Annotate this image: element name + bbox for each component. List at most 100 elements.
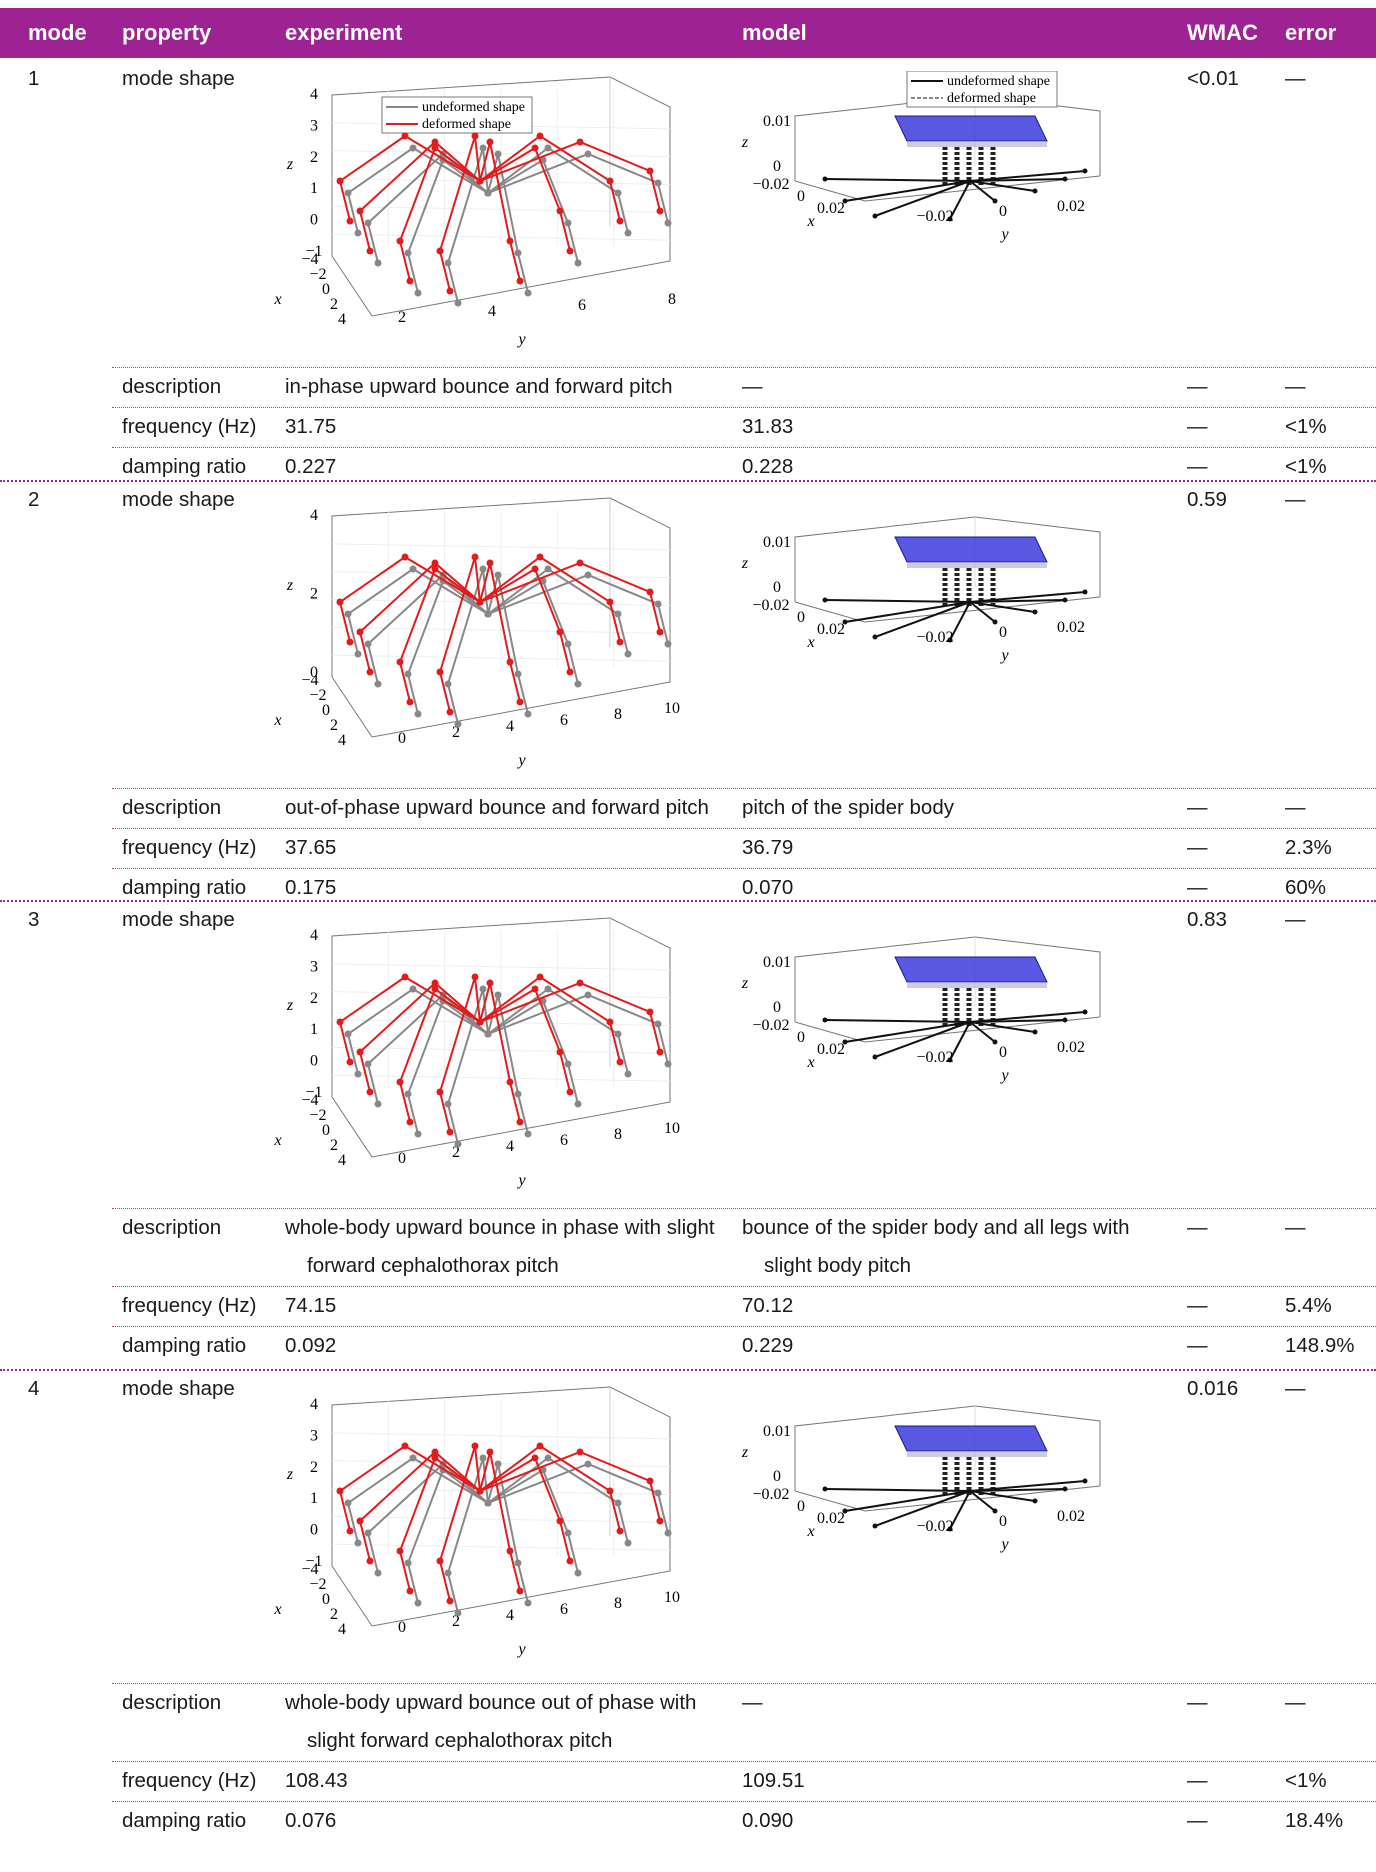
z-tick-label: −1 <box>305 1084 322 1101</box>
x-tick-label: 2 <box>330 717 338 734</box>
wmac-value: <0.01 <box>1187 67 1239 90</box>
wmac-value: — <box>1187 1334 1208 1357</box>
y-tick-label: −0.02 <box>916 1049 953 1066</box>
row-separator <box>112 788 1376 789</box>
header-error: error <box>1285 20 1337 45</box>
property-mode-shape: mode shape <box>122 908 235 931</box>
mode-number: 3 <box>28 908 40 931</box>
z-tick-label: 3 <box>310 1427 318 1444</box>
model-legs <box>822 168 1088 222</box>
plot-legend: undeformed shape deformed shape <box>381 96 533 134</box>
x-tick-label: 0.02 <box>817 200 845 217</box>
x-tick-label: 0.02 <box>817 621 845 638</box>
x-tick-label: −4 <box>301 1092 318 1109</box>
x-tick-label: −4 <box>301 672 318 689</box>
y-tick-label: 8 <box>614 1595 622 1612</box>
wmac-value: — <box>1187 1294 1208 1317</box>
y-tick-label: 8 <box>614 706 622 723</box>
wmac-value: — <box>1187 1769 1208 1792</box>
model-mode-shape-plot: undeformed shape deformed shape 0.01 0 z −0.0… <box>741 71 1101 243</box>
y-tick-label: 4 <box>488 303 496 320</box>
x-tick-label: 4 <box>338 1152 346 1169</box>
x-tick-label: −0.02 <box>752 1486 789 1503</box>
y-tick-label: 10 <box>664 700 680 717</box>
z-axis-label: z <box>741 975 749 992</box>
property-frequency: frequency (Hz) <box>122 836 257 859</box>
z-axis-label: z <box>741 134 749 151</box>
experiment-description: whole-body upward bounce out of phase wi… <box>285 1691 697 1714</box>
z-tick-label: 2 <box>310 1459 318 1476</box>
x-tick-label: 0 <box>322 1122 330 1139</box>
x-tick-label: 0 <box>797 1498 805 1515</box>
property-damping-ratio: damping ratio <box>122 876 247 899</box>
x-tick-label: −2 <box>309 266 326 283</box>
row-separator <box>112 868 1376 869</box>
body-plate <box>894 536 1048 563</box>
x-tick-label: 0 <box>322 1591 330 1608</box>
property-frequency: frequency (Hz) <box>122 1294 257 1317</box>
y-tick-label: 2 <box>398 309 406 326</box>
y-axis-label: y <box>999 1067 1009 1084</box>
mode-separator <box>0 900 1376 902</box>
model-frequency: 70.12 <box>742 1294 794 1317</box>
header-wmac: WMAC <box>1187 20 1258 45</box>
x-tick-label: 0 <box>322 702 330 719</box>
y-tick-label: 0 <box>398 1619 406 1636</box>
y-tick-label: 0.02 <box>1057 198 1085 215</box>
x-tick-label: −2 <box>309 1107 326 1124</box>
z-tick-label: 0 <box>773 158 781 175</box>
z-tick-label: 1 <box>310 1490 318 1507</box>
y-tick-label: 0 <box>999 1044 1007 1061</box>
model-description: — <box>742 375 763 398</box>
y-tick-label: 2 <box>452 724 460 741</box>
y-tick-label: −0.02 <box>916 629 953 646</box>
wmac-value: — <box>1187 876 1208 899</box>
legend-undeformed-label: undeformed shape <box>947 74 1050 89</box>
wmac-value: 0.59 <box>1187 488 1227 511</box>
x-tick-label: 2 <box>330 1606 338 1623</box>
model-legs <box>822 1478 1088 1532</box>
property-mode-shape: mode shape <box>122 67 235 90</box>
header-model: model <box>742 20 807 45</box>
z-tick-label: 4 <box>310 927 318 944</box>
x-axis-label: x <box>273 291 281 308</box>
y-tick-label: 0 <box>999 624 1007 641</box>
x-tick-label: −0.02 <box>752 597 789 614</box>
spider-legs <box>336 973 672 1148</box>
x-tick-label: −2 <box>309 1576 326 1593</box>
y-axis-label: y <box>999 1536 1009 1553</box>
model-legs <box>822 589 1088 643</box>
error-value: — <box>1285 375 1306 398</box>
y-tick-label: 4 <box>506 718 514 735</box>
legend-undeformed-label: undeformed shape <box>422 100 525 115</box>
mode-separator <box>0 480 1376 482</box>
x-axis-label: x <box>806 634 814 651</box>
y-tick-label: 0.02 <box>1057 1039 1085 1056</box>
spider-legs <box>336 1442 672 1617</box>
z-tick-label: 0 <box>773 999 781 1016</box>
z-axis-label: z <box>286 1466 294 1483</box>
x-tick-label: −2 <box>309 687 326 704</box>
z-axis-label: z <box>741 1444 749 1461</box>
y-tick-label: 6 <box>560 712 568 729</box>
experiment-description: in-phase upward bounce and forward pitch <box>285 375 673 398</box>
experiment-damping-ratio: 0.092 <box>285 1334 337 1357</box>
row-separator <box>112 367 1376 368</box>
experiment-frequency: 31.75 <box>285 415 337 438</box>
plot-box <box>331 497 671 738</box>
z-axis-label: z <box>286 577 294 594</box>
x-axis-label: x <box>806 213 814 230</box>
z-tick-label: 0.01 <box>763 1423 791 1440</box>
model-damping-ratio: 0.070 <box>742 876 794 899</box>
z-tick-label: −1 <box>305 243 322 260</box>
error-value: — <box>1285 1216 1306 1239</box>
z-axis-label: z <box>741 555 749 572</box>
y-tick-label: 10 <box>664 1589 680 1606</box>
y-tick-label: 8 <box>668 291 676 308</box>
experiment-description: whole-body upward bounce in phase with s… <box>285 1216 715 1239</box>
damping-error: 148.9% <box>1285 1334 1355 1357</box>
